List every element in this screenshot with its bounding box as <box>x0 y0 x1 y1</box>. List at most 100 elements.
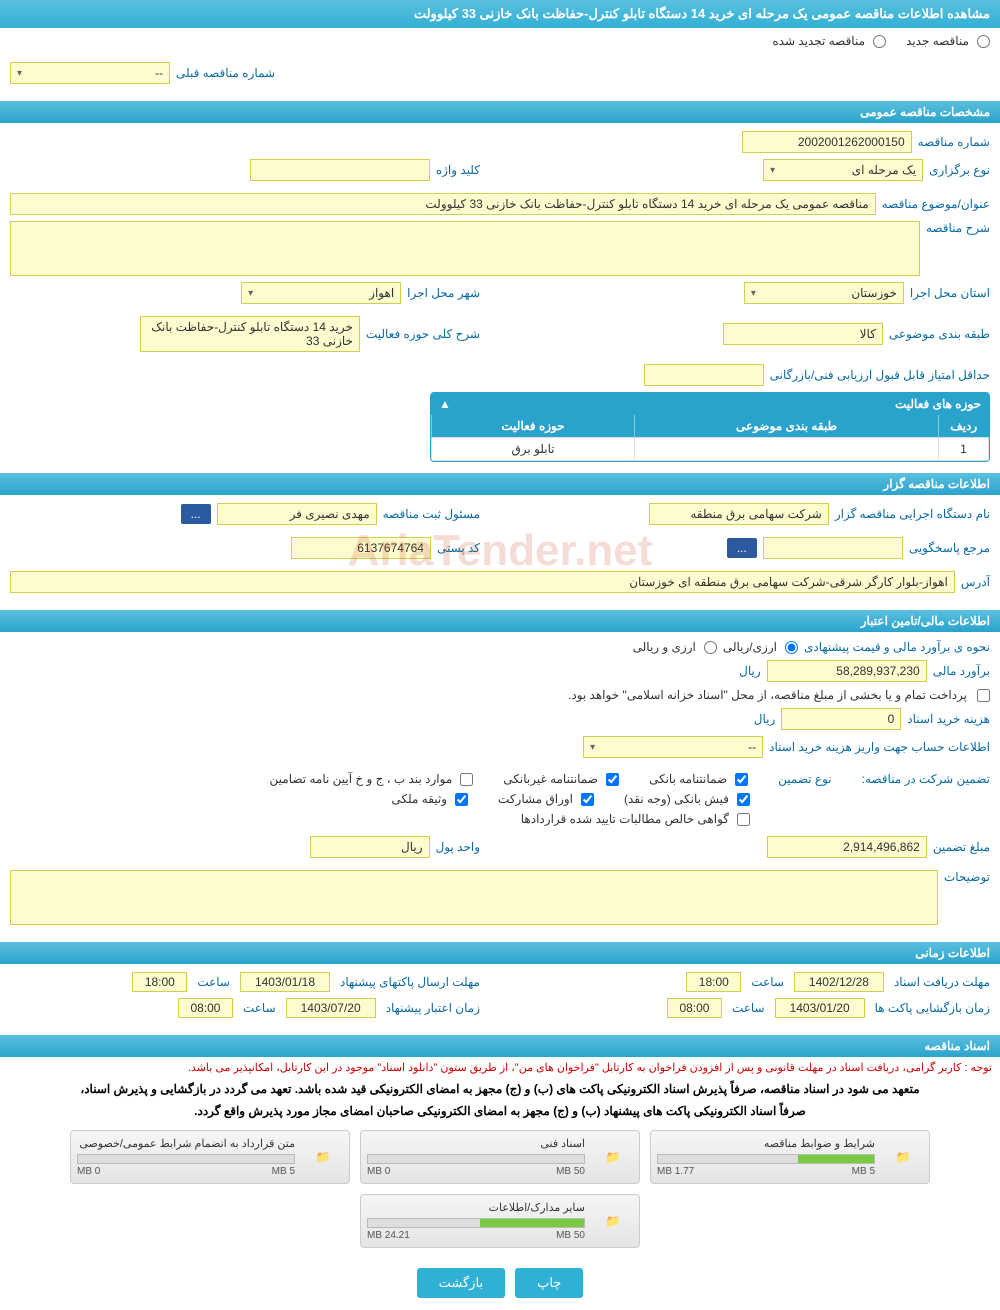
reg-person-label: مسئول ثبت مناقصه <box>383 507 480 521</box>
chevron-down-icon: ▾ <box>770 165 775 176</box>
doc-deadline-label: مهلت دریافت اسناد <box>894 975 990 989</box>
page-title: مشاهده اطلاعات مناقصه عمومی یک مرحله ای … <box>0 0 1000 28</box>
folder-icon: 📁 <box>593 1201 633 1241</box>
validity-time: 08:00 <box>178 998 233 1018</box>
radio-new[interactable]: مناقصه جدید <box>906 34 990 48</box>
financial-body: نحوه ی برآورد مالی و قیمت پیشنهادی ارزی/… <box>0 632 1000 939</box>
response-label: مرجع پاسخگویی <box>909 541 990 555</box>
radio-both[interactable]: ارزی و ریالی <box>633 640 717 654</box>
payment-note: پرداخت تمام و یا بخشی از مبلغ مناقصه، از… <box>568 688 967 702</box>
cb-nonbank[interactable]: ضمانتنامه غیربانکی <box>503 772 619 786</box>
prev-number-row: شماره مناقصه قبلی -- ▾ <box>0 54 1000 98</box>
guarantee-amount-field: 2,914,496,862 <box>767 836 927 858</box>
activity-table: ردیف طبقه بندی موضوعی حوزه فعالیت 1 تابل… <box>431 415 989 461</box>
cb-cases[interactable]: موارد بند ب ، ج و خ آیین نامه تضامین <box>270 772 474 786</box>
city-select[interactable]: اهواز ▾ <box>241 282 401 304</box>
page-container: مشاهده اطلاعات مناقصه عمومی یک مرحله ای … <box>0 0 1000 1310</box>
desc-label: شرح مناقصه <box>926 221 990 235</box>
chevron-down-icon: ▾ <box>590 742 595 753</box>
type-select[interactable]: یک مرحله ای ▾ <box>763 159 923 181</box>
org-field: شرکت سهامی برق منطقه <box>649 503 829 525</box>
back-button[interactable]: بازگشت <box>417 1268 505 1298</box>
section-documents: اسناد مناقصه <box>0 1035 1000 1057</box>
folder-icon: 📁 <box>883 1137 923 1177</box>
cb-cash[interactable]: فیش بانکی (وجه نقد) <box>624 792 750 806</box>
proposal-deadline-date: 1403/01/18 <box>240 972 330 992</box>
note-red: توجه : کاربر گرامی، دریافت اسناد در مهلت… <box>0 1057 1000 1078</box>
category-label: طبقه بندی موضوعی <box>889 327 990 341</box>
doc-card[interactable]: 📁 اسناد فنی 50 MB0 MB <box>360 1130 640 1184</box>
estimate-field: 58,289,937,230 <box>767 660 927 682</box>
organizer-body: AriaTender.net نام دستگاه اجرایی مناقصه … <box>0 495 1000 607</box>
notes-field[interactable] <box>10 870 938 925</box>
guarantee-amount-label: مبلغ تضمین <box>933 840 990 854</box>
category-field: کالا <box>723 323 883 345</box>
account-select[interactable]: -- ▾ <box>583 736 763 758</box>
chevron-down-icon: ▾ <box>248 288 253 299</box>
radio-rial[interactable]: ارزی/ریالی <box>723 640 798 654</box>
tender-no-label: شماره مناقصه <box>918 135 990 149</box>
title-field: مناقصه عمومی یک مرحله ای خرید 14 دستگاه … <box>10 193 876 215</box>
keyword-label: کلید واژه <box>436 163 480 177</box>
prev-number-select[interactable]: -- ▾ <box>10 62 170 84</box>
col-activity: حوزه فعالیت <box>432 415 635 438</box>
response-field <box>763 537 903 559</box>
estimate-method-label: نحوه ی برآورد مالی و قیمت پیشنهادی <box>804 640 990 654</box>
validity-date: 1403/07/20 <box>286 998 376 1018</box>
doc-grid: 📁 شرایط و ضوابط مناقصه 5 MB1.77 MB 📁 اسن… <box>0 1122 1000 1256</box>
open-label: زمان بازگشایی پاکت ها <box>875 1001 990 1015</box>
cb-property[interactable]: وثیقه ملکی <box>391 792 468 806</box>
doc-card[interactable]: 📁 متن قرارداد به انضمام شرایط عمومی/خصوص… <box>70 1130 350 1184</box>
cb-bonds[interactable]: اوراق مشارکت <box>498 792 594 806</box>
general-body: شماره مناقصه 2002001262000150 نوع برگزار… <box>0 123 1000 470</box>
city-label: شهر محل اجرا <box>407 286 480 300</box>
province-label: استان محل اجرا <box>910 286 990 300</box>
more-button[interactable]: ... <box>181 504 211 524</box>
tender-kind-radios: مناقصه جدید مناقصه تجدید شده <box>0 28 1000 54</box>
cb-bank[interactable]: ضمانتنامه بانکی <box>649 772 748 786</box>
radio-renewed[interactable]: مناقصه تجدید شده <box>772 34 886 48</box>
guarantee-type-label: نوع تضمین <box>778 772 831 786</box>
desc-field[interactable] <box>10 221 920 276</box>
doc-price-field: 0 <box>781 708 901 730</box>
activity-sum-label: شرح کلی حوزه فعالیت <box>366 327 480 341</box>
open-time: 08:00 <box>667 998 722 1018</box>
folder-icon: 📁 <box>593 1137 633 1177</box>
proposal-deadline-label: مهلت ارسال پاکتهای پیشنهاد <box>340 975 480 989</box>
account-label: اطلاعات حساب جهت واریز هزینه خرید اسناد <box>769 740 990 754</box>
doc-card[interactable]: 📁 سایر مدارک/اطلاعات 50 MB24.21 MB <box>360 1194 640 1248</box>
currency-unit-label: واحد پول <box>436 840 480 854</box>
activity-sum-field: خرید 14 دستگاه تابلو کنترل-حفاظت بانک خا… <box>140 316 360 352</box>
min-score-field[interactable] <box>644 364 764 386</box>
section-general: مشخصات مناقصه عمومی <box>0 101 1000 123</box>
collapse-icon[interactable]: ▲ <box>439 397 451 411</box>
estimate-label: برآورد مالی <box>933 664 990 678</box>
response-more-button[interactable]: ... <box>727 538 757 558</box>
note-black2: صرفاً اسناد الکترونیکی پاکت های پیشنهاد … <box>0 1100 1000 1122</box>
activity-table-box: حوزه های فعالیت ▲ ردیف طبقه بندی موضوعی … <box>430 392 990 462</box>
print-button[interactable]: چاپ <box>515 1268 583 1298</box>
doc-price-label: هزینه خرید اسناد <box>907 712 990 726</box>
province-select[interactable]: خوزستان ▾ <box>744 282 904 304</box>
address-label: آدرس <box>961 575 990 589</box>
payment-checkbox[interactable] <box>977 689 990 702</box>
prev-number-label: شماره مناقصه قبلی <box>176 66 275 80</box>
activity-table-title: حوزه های فعالیت <box>895 397 981 411</box>
cb-net[interactable]: گواهی خالص مطالبات تایید شده قراردادها <box>521 812 750 826</box>
folder-icon: 📁 <box>303 1137 343 1177</box>
section-timing: اطلاعات زمانی <box>0 942 1000 964</box>
title-label: عنوان/موضوع مناقصه <box>882 197 990 211</box>
timing-body: مهلت دریافت اسناد 1402/12/28 ساعت 18:00 … <box>0 964 1000 1032</box>
notes-label: توضیحات <box>944 870 990 884</box>
org-label: نام دستگاه اجرایی مناقصه گزار <box>835 507 990 521</box>
col-category: طبقه بندی موضوعی <box>635 415 939 438</box>
keyword-field[interactable] <box>250 159 430 181</box>
postal-field: 6137674764 <box>291 537 431 559</box>
doc-deadline-time: 18:00 <box>686 972 741 992</box>
type-label: نوع برگزاری <box>929 163 990 177</box>
currency-unit-field: ریال <box>310 836 430 858</box>
chevron-down-icon: ▾ <box>751 288 756 299</box>
doc-card[interactable]: 📁 شرایط و ضوابط مناقصه 5 MB1.77 MB <box>650 1130 930 1184</box>
postal-label: کد پستی <box>437 541 480 555</box>
section-financial: اطلاعات مالی/تامین اعتبار <box>0 610 1000 632</box>
